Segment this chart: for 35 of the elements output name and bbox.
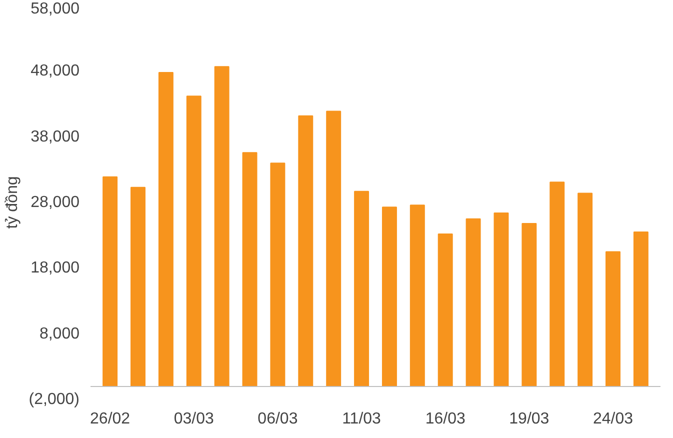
x-tick-label: 16/03: [425, 410, 466, 428]
bar: [466, 218, 481, 387]
y-tick-label: 8,000: [39, 325, 80, 342]
x-tick-label: 24/03: [592, 410, 634, 428]
bar: [242, 152, 258, 387]
x-tick-label: 26/02: [90, 410, 130, 428]
y-tick-label: 58,000: [30, 0, 80, 18]
bar: [270, 162, 286, 387]
y-axis-title: tỷ đồng: [4, 176, 21, 229]
bar: [633, 232, 648, 387]
y-tick-label: (2,000): [28, 391, 80, 408]
bar: [578, 192, 593, 387]
bar: [130, 186, 146, 387]
x-tick-label: 03/03: [174, 410, 214, 428]
x-tick-label: 19/03: [509, 410, 550, 428]
bar: [410, 204, 425, 387]
bar: [298, 115, 314, 387]
y-tick-label: 38,000: [30, 128, 80, 146]
bar: [186, 96, 202, 387]
y-tick-label: 48,000: [30, 62, 80, 80]
x-tick-label: 06/03: [258, 410, 298, 428]
y-tick-label: 18,000: [30, 260, 80, 277]
bar: [354, 190, 370, 387]
bar: [606, 251, 620, 387]
y-tick-label: 28,000: [30, 194, 80, 211]
bar: [550, 182, 565, 387]
bar: [438, 234, 453, 387]
bar: [158, 72, 174, 387]
bar: [214, 66, 230, 387]
bar: [102, 176, 118, 387]
bar: [382, 206, 397, 387]
bar: [326, 110, 342, 387]
bar: [494, 212, 509, 387]
x-tick-label: 11/03: [342, 410, 382, 428]
bar: [522, 223, 537, 387]
